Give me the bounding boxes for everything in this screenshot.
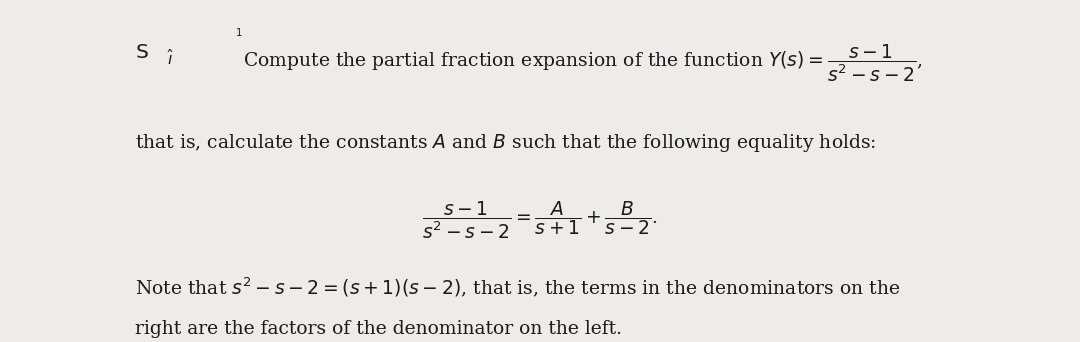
Text: $\hat{\imath}$: $\hat{\imath}$ (167, 50, 175, 69)
Text: $\dfrac{s-1}{s^2-s-2} = \dfrac{A}{s+1} + \dfrac{B}{s-2}$.: $\dfrac{s-1}{s^2-s-2} = \dfrac{A}{s+1} +… (422, 200, 658, 241)
Text: that is, calculate the constants $A$ and $B$ such that the following equality ho: that is, calculate the constants $A$ and… (135, 132, 876, 154)
Text: right are the factors of the denominator on the left.: right are the factors of the denominator… (135, 320, 622, 338)
Text: $\mathsf{S}$: $\mathsf{S}$ (135, 43, 149, 62)
Text: ${}^{1}$: ${}^{1}$ (235, 31, 243, 45)
Text: Note that $s^2 - s - 2 = (s+1)(s-2)$, that is, the terms in the denominators on : Note that $s^2 - s - 2 = (s+1)(s-2)$, th… (135, 275, 901, 299)
Text: Compute the partial fraction expansion of the function $Y(s) = \dfrac{s-1}{s^2-s: Compute the partial fraction expansion o… (243, 43, 922, 84)
